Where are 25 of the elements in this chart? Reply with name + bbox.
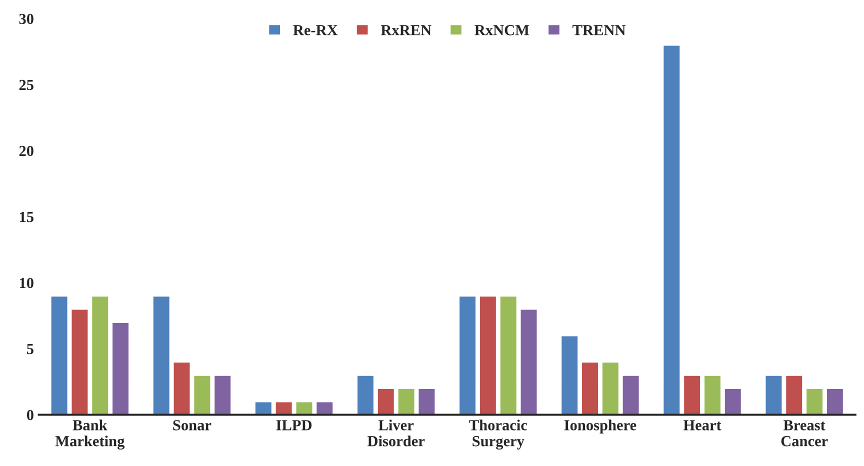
bar [519,308,538,415]
y-tick-label: 5 [26,344,34,354]
legend-label: RxREN [380,25,432,36]
x-tick-label: Bank Marketing [55,420,125,450]
bar [417,388,436,415]
y-tick-label: 20 [19,146,34,156]
x-tick-label: Sonar [173,420,212,430]
x-tick-label: Liver Disorder [368,420,425,446]
legend-label: Re-RX [293,25,338,36]
x-tick-label: Ionosphere [564,420,636,434]
legend-label: TRENN [572,25,626,36]
x-tick-label: Breast Cancer [781,420,828,446]
legend-label: RxNCM [474,25,530,36]
bar [50,295,69,415]
y-tick-label: 25 [19,80,34,90]
bar [172,361,192,415]
x-tick-label: Thoracic Surgery [469,420,528,450]
bar [152,295,171,415]
x-tick-label: Heart [683,420,722,430]
y-tick-label: 10 [20,278,34,288]
bar [764,374,784,415]
x-tick-label: ILPD [276,420,312,430]
y-tick-label: 15 [20,212,34,222]
y-tick-label: 0 [26,410,34,420]
y-tick-label: 30 [19,14,34,24]
